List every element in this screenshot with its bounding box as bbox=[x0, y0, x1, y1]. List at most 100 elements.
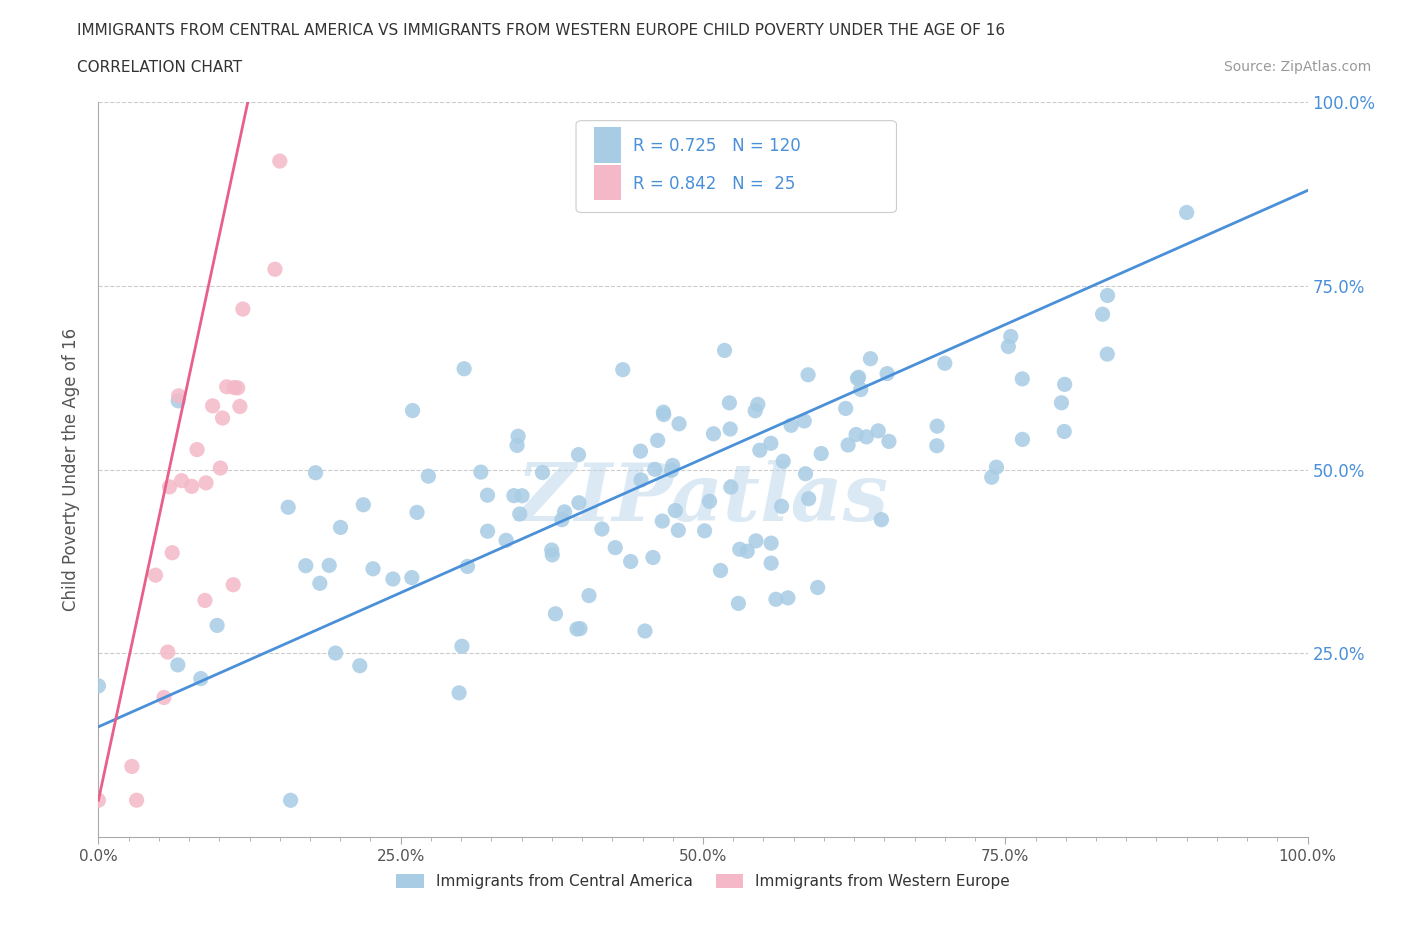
Point bbox=[125, 792, 148, 807]
FancyBboxPatch shape bbox=[576, 121, 897, 213]
Point bbox=[668, 417, 690, 432]
Point bbox=[718, 395, 741, 410]
Point bbox=[759, 536, 782, 551]
Point bbox=[651, 513, 673, 528]
Point bbox=[495, 533, 517, 548]
Point bbox=[661, 463, 683, 478]
Point bbox=[215, 379, 238, 394]
Point bbox=[772, 454, 794, 469]
Point bbox=[160, 545, 183, 560]
Point bbox=[765, 591, 787, 606]
Point bbox=[980, 470, 1002, 485]
Point bbox=[201, 398, 224, 413]
Point bbox=[194, 593, 217, 608]
Point bbox=[859, 352, 882, 366]
Point bbox=[652, 407, 675, 422]
Point bbox=[745, 534, 768, 549]
Point bbox=[735, 544, 758, 559]
Point bbox=[759, 556, 782, 571]
Point bbox=[294, 558, 316, 573]
Point bbox=[612, 363, 634, 378]
Point bbox=[506, 438, 529, 453]
Point bbox=[845, 427, 868, 442]
Point bbox=[145, 567, 167, 582]
Point bbox=[702, 426, 724, 441]
Point bbox=[727, 596, 749, 611]
Point bbox=[510, 488, 533, 503]
Point bbox=[226, 380, 249, 395]
Text: Source: ZipAtlas.com: Source: ZipAtlas.com bbox=[1223, 60, 1371, 74]
Point bbox=[449, 685, 471, 700]
Point bbox=[229, 399, 252, 414]
Point bbox=[776, 591, 799, 605]
Point bbox=[418, 469, 440, 484]
Point bbox=[780, 418, 803, 432]
Point bbox=[647, 433, 669, 448]
Point bbox=[652, 405, 675, 419]
Point bbox=[222, 578, 245, 592]
Point bbox=[554, 504, 576, 519]
Point bbox=[797, 367, 820, 382]
Point bbox=[352, 498, 374, 512]
Point bbox=[807, 580, 830, 595]
Point bbox=[349, 658, 371, 673]
Point bbox=[361, 562, 384, 577]
Point bbox=[451, 639, 474, 654]
Point bbox=[793, 414, 815, 429]
Point bbox=[1053, 377, 1076, 392]
Point bbox=[661, 458, 683, 472]
Point bbox=[630, 472, 652, 487]
Point bbox=[567, 447, 589, 462]
Point bbox=[848, 370, 870, 385]
Point bbox=[381, 572, 404, 587]
Point bbox=[997, 339, 1019, 354]
Point bbox=[877, 434, 900, 449]
Point bbox=[470, 465, 492, 480]
Point bbox=[195, 475, 218, 490]
Point bbox=[401, 403, 423, 418]
Point bbox=[121, 759, 143, 774]
Point bbox=[641, 550, 664, 565]
Point bbox=[644, 462, 666, 477]
Bar bbox=[595, 127, 621, 163]
Point bbox=[876, 366, 898, 381]
Point bbox=[797, 491, 820, 506]
Point bbox=[578, 588, 600, 603]
Point bbox=[569, 621, 592, 636]
Text: IMMIGRANTS FROM CENTRAL AMERICA VS IMMIGRANTS FROM WESTERN EUROPE CHILD POVERTY : IMMIGRANTS FROM CENTRAL AMERICA VS IMMIG… bbox=[77, 23, 1005, 38]
Point bbox=[744, 404, 766, 418]
Point bbox=[205, 618, 228, 632]
Point bbox=[728, 542, 751, 557]
Point bbox=[167, 393, 190, 408]
Point bbox=[190, 671, 212, 686]
Text: CORRELATION CHART: CORRELATION CHART bbox=[77, 60, 242, 75]
Point bbox=[748, 443, 770, 458]
Point bbox=[709, 563, 731, 578]
Point bbox=[565, 621, 588, 636]
Point bbox=[544, 606, 567, 621]
Point bbox=[664, 503, 686, 518]
Point bbox=[180, 479, 202, 494]
Point bbox=[186, 442, 208, 457]
Bar bbox=[595, 165, 621, 200]
Point bbox=[986, 459, 1008, 474]
Point bbox=[855, 430, 877, 445]
Point bbox=[209, 460, 232, 475]
Point bbox=[1175, 206, 1198, 220]
Point bbox=[770, 498, 793, 513]
Point bbox=[699, 494, 721, 509]
Point bbox=[1097, 347, 1119, 362]
Point bbox=[170, 473, 193, 488]
Point bbox=[868, 423, 890, 438]
Point bbox=[693, 524, 716, 538]
Point bbox=[329, 520, 352, 535]
Point bbox=[232, 301, 254, 316]
Point bbox=[759, 436, 782, 451]
Point bbox=[591, 522, 613, 537]
Point bbox=[834, 401, 856, 416]
Point bbox=[457, 559, 479, 574]
Point bbox=[264, 262, 287, 277]
Point bbox=[747, 397, 769, 412]
Point bbox=[1050, 395, 1073, 410]
Point bbox=[406, 505, 429, 520]
